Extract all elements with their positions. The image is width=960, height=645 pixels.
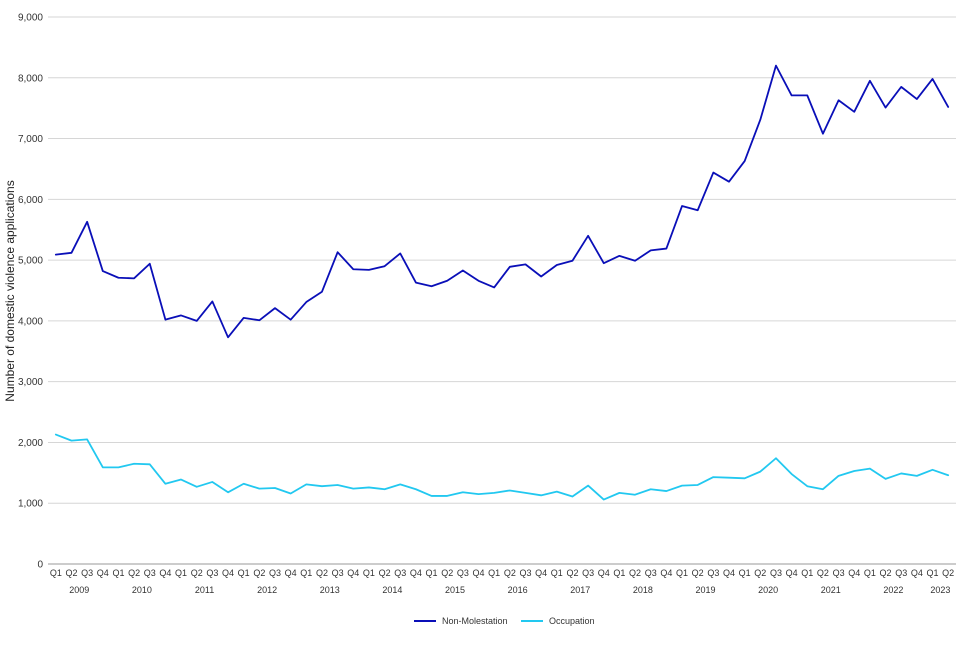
x-quarter-label: Q4: [347, 568, 359, 578]
x-quarter-label: Q3: [582, 568, 594, 578]
x-year-label: 2016: [508, 585, 528, 595]
x-quarter-label: Q2: [942, 568, 954, 578]
legend-label: Occupation: [549, 616, 595, 626]
x-quarter-label: Q2: [441, 568, 453, 578]
y-axis-ticks: 0 1,000 2,000 3,000 4,000 5,000 6,000 7,000 8,00…: [18, 13, 43, 571]
y-tick-label: 4,000: [18, 316, 43, 327]
x-quarter-label: Q4: [660, 568, 672, 578]
x-quarter-label: Q3: [519, 568, 531, 578]
x-quarter-label: Q2: [880, 568, 892, 578]
x-quarter-label: Q2: [692, 568, 704, 578]
series-line-non-molestation: [54, 64, 950, 339]
x-quarter-label: Q2: [566, 568, 578, 578]
y-axis-label: Number of domestic violence applications: [3, 180, 17, 401]
y-tick-label: 5,000: [18, 256, 43, 267]
y-tick-label: 2,000: [18, 438, 43, 449]
x-quarter-label: Q4: [535, 568, 547, 578]
x-year-label: 2011: [195, 585, 214, 595]
x-quarter-label: Q4: [848, 568, 860, 578]
x-quarter-label: Q1: [613, 568, 625, 578]
x-year-label: 2023: [930, 585, 950, 595]
x-quarter-label: Q3: [269, 568, 281, 578]
x-year-label: 2021: [821, 585, 841, 595]
x-year-label: 2017: [570, 585, 590, 595]
x-quarter-label: Q1: [551, 568, 563, 578]
x-quarter-label: Q3: [394, 568, 406, 578]
x-year-label: 2010: [132, 585, 152, 595]
x-quarter-label: Q1: [488, 568, 500, 578]
x-quarter-label: Q1: [676, 568, 688, 578]
x-year-label: 2013: [320, 585, 340, 595]
x-quarter-label: Q2: [316, 568, 328, 578]
x-quarter-label: Q2: [191, 568, 203, 578]
y-tick-label: 3,000: [18, 377, 43, 388]
x-year-label: 2020: [758, 585, 778, 595]
y-tick-label: 8,000: [18, 73, 43, 84]
x-quarter-label: Q1: [300, 568, 312, 578]
x-year-label: 2014: [382, 585, 402, 595]
legend: Non-Molestation Occupation: [414, 616, 595, 626]
x-quarter-label: Q2: [253, 568, 265, 578]
x-year-label: 2012: [257, 585, 277, 595]
x-quarter-label: Q4: [911, 568, 923, 578]
x-quarter-label: Q1: [864, 568, 876, 578]
x-year-label: 2022: [883, 585, 903, 595]
x-quarter-label: Q3: [833, 568, 845, 578]
x-quarter-label: Q2: [65, 568, 77, 578]
x-quarter-label: Q4: [473, 568, 485, 578]
x-year-label: 2019: [696, 585, 716, 595]
x-quarter-label: Q1: [238, 568, 250, 578]
x-quarter-label: Q2: [629, 568, 641, 578]
x-quarter-label: Q1: [50, 568, 62, 578]
x-quarter-label: Q3: [895, 568, 907, 578]
x-quarter-label: Q3: [206, 568, 218, 578]
x-quarter-label: Q2: [754, 568, 766, 578]
series-lines: [54, 64, 950, 501]
series-line-occupation: [54, 433, 950, 501]
x-quarter-label: Q2: [817, 568, 829, 578]
y-tick-label: 9,000: [18, 13, 43, 24]
x-quarter-label: Q3: [645, 568, 657, 578]
x-quarter-label: Q1: [739, 568, 751, 578]
x-quarter-label: Q1: [801, 568, 813, 578]
x-quarter-label: Q3: [457, 568, 469, 578]
x-quarter-label: Q4: [786, 568, 798, 578]
x-quarter-label: Q3: [332, 568, 344, 578]
x-quarter-label: Q2: [128, 568, 140, 578]
x-quarter-label: Q4: [723, 568, 735, 578]
x-quarter-label: Q1: [363, 568, 375, 578]
legend-label: Non-Molestation: [442, 616, 508, 626]
x-year-label: 2015: [445, 585, 465, 595]
x-quarter-label: Q4: [159, 568, 171, 578]
x-year-label: 2009: [69, 585, 89, 595]
x-quarter-label: Q4: [222, 568, 234, 578]
x-quarter-label: Q4: [285, 568, 297, 578]
y-tick-label: 1,000: [18, 499, 43, 510]
x-quarter-label: Q4: [97, 568, 109, 578]
x-quarter-label: Q2: [504, 568, 516, 578]
x-quarter-label: Q1: [175, 568, 187, 578]
x-quarter-label: Q3: [770, 568, 782, 578]
y-tick-label: 0: [37, 560, 43, 571]
x-quarter-label: Q1: [112, 568, 124, 578]
gridlines: [48, 16, 956, 565]
x-quarter-label: Q4: [598, 568, 610, 578]
x-quarter-label: Q3: [707, 568, 719, 578]
y-tick-label: 7,000: [18, 134, 43, 145]
y-tick-label: 6,000: [18, 195, 43, 206]
x-year-label: 2018: [633, 585, 653, 595]
x-quarter-label: Q3: [81, 568, 93, 578]
x-quarter-label: Q3: [144, 568, 156, 578]
x-quarter-label: Q4: [410, 568, 422, 578]
x-quarter-label: Q2: [379, 568, 391, 578]
x-quarter-label: Q1: [927, 568, 939, 578]
x-quarter-label: Q1: [426, 568, 438, 578]
